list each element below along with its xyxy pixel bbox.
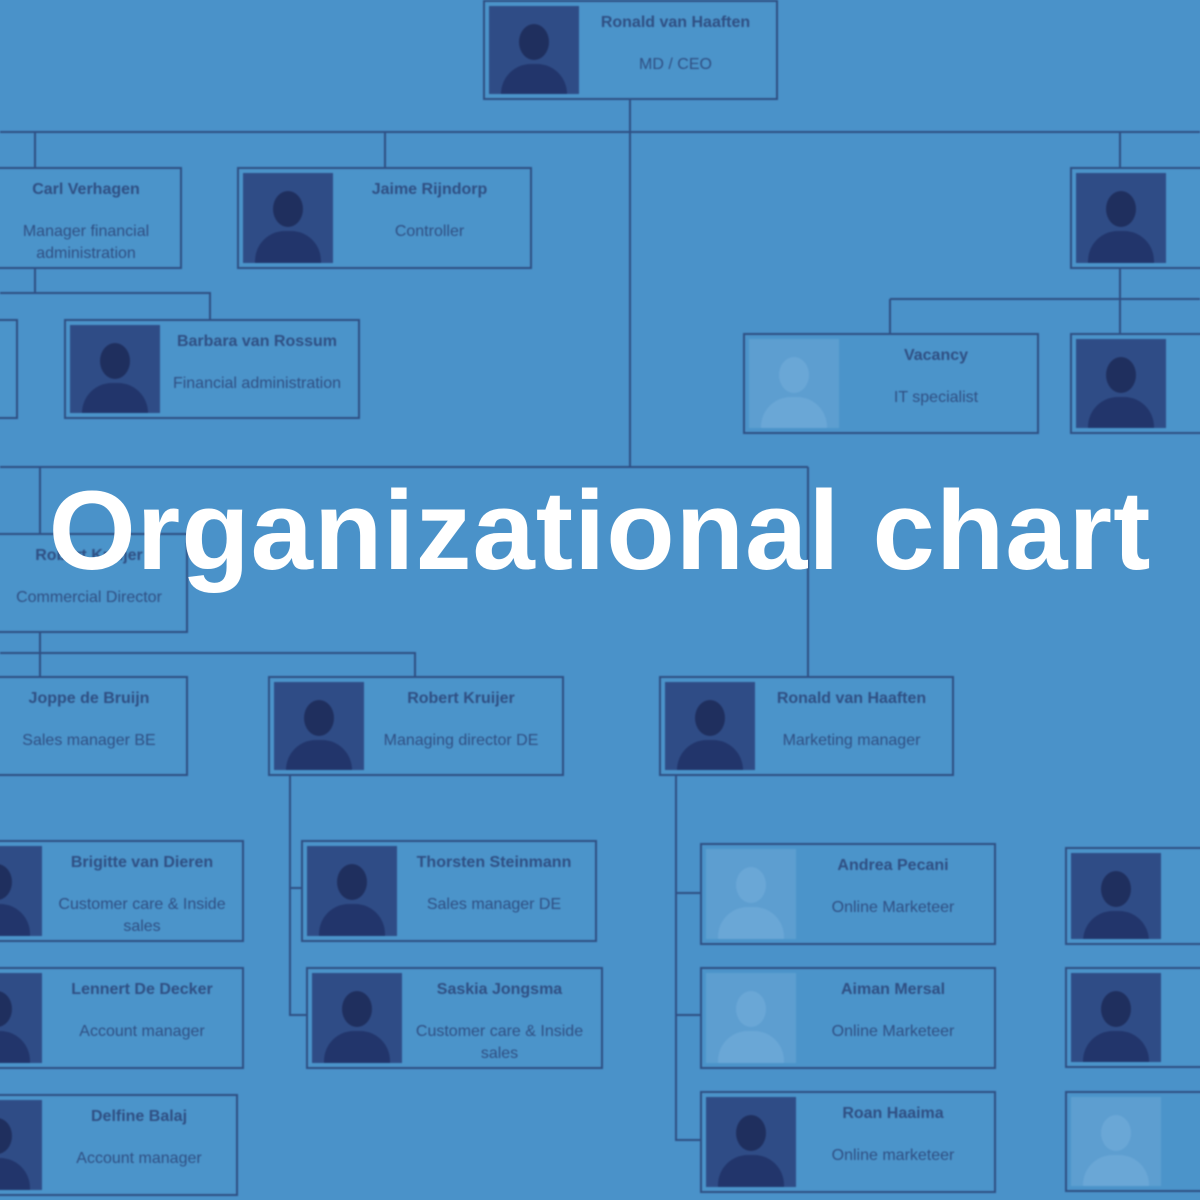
- photo: [706, 849, 796, 939]
- photo: [70, 325, 160, 413]
- node: Ronald van Haaften MD / CEO: [483, 0, 778, 100]
- node-text: Carl Verhagen Manager financial administr…: [2, 177, 170, 262]
- node-text: Robert Kruijer Managing director DE: [370, 686, 552, 768]
- node-name: Jaime Rijndorp: [371, 181, 488, 198]
- node: Lennert De Decker Account manager: [0, 967, 244, 1069]
- node-role: Controller: [394, 223, 465, 240]
- node-name: Barbara van Rossum: [176, 333, 338, 350]
- node-text: Brigitte van Dieren Customer care & Insid…: [52, 850, 232, 935]
- node-name: Saskia Jongsma: [436, 981, 563, 998]
- node-role: Account manager: [79, 1023, 205, 1040]
- node-name: Aiman Mersal: [840, 981, 946, 998]
- node-name: Roan Haaima: [842, 1105, 944, 1122]
- photo: [489, 6, 579, 94]
- photo: [312, 973, 402, 1063]
- node-role: Sales manager DE: [426, 896, 562, 913]
- photo: [665, 682, 755, 770]
- node-name: Lennert De Decker: [71, 981, 213, 998]
- node-role: Financial administration: [172, 375, 342, 392]
- node-name: Vacancy: [903, 347, 969, 364]
- node: Vacancy IT specialist: [743, 333, 1039, 434]
- node-text: Delfine Balaj Account manager: [52, 1104, 226, 1188]
- node: Delfine Balaj Account manager: [0, 1094, 238, 1196]
- node-partial: [1065, 967, 1200, 1068]
- node-role: Marketing manager: [782, 732, 921, 749]
- node-text: Ronald van Haaften MD / CEO: [585, 10, 766, 92]
- node: Ronald van Haaften Marketing manager: [659, 676, 954, 776]
- node-name: Delfine Balaj: [90, 1108, 188, 1125]
- node: Saskia Jongsma Customer care & Inside sal…: [306, 967, 603, 1069]
- node-name: Thorsten Steinmann: [416, 854, 572, 871]
- node-name: Ronald van Haaften: [600, 14, 751, 31]
- photo: [706, 1097, 796, 1187]
- node-role: Customer care & Inside sales: [58, 896, 226, 935]
- node-partial: [0, 319, 18, 419]
- node-name: Andrea Pecani: [837, 857, 949, 874]
- node-partial: [1065, 1091, 1200, 1192]
- photo: [307, 846, 397, 936]
- node: Jaime Rijndorp Controller: [237, 167, 532, 269]
- node-text: Joppe de Bruijn Sales manager BE: [2, 686, 176, 768]
- node: Carl Verhagen Manager financial administr…: [0, 167, 182, 269]
- node-text: Thorsten Steinmann Sales manager DE: [403, 850, 585, 934]
- node-role: Online Marketeer: [831, 899, 955, 916]
- node-name: Joppe de Bruijn: [28, 690, 150, 707]
- node: Robert Kruijer Commercial Director: [0, 533, 188, 633]
- node-role: Manager financial administration: [22, 223, 150, 262]
- photo: [0, 973, 42, 1063]
- node-name: Robert Kruijer: [35, 547, 143, 564]
- node-text: Barbara van Rossum Financial administrati…: [166, 329, 348, 411]
- node-role: Commercial Director: [16, 589, 162, 606]
- node-partial: [1065, 847, 1200, 945]
- title: Organizational chart: [48, 468, 1152, 593]
- node-role: IT specialist: [893, 389, 979, 406]
- node-partial: [1070, 333, 1200, 434]
- node-name: Robert Kruijer: [407, 690, 515, 707]
- node-text: Lennert De Decker Account manager: [52, 977, 232, 1061]
- photo: [749, 339, 839, 428]
- node-role: Online Marketeer: [831, 1023, 955, 1040]
- node: Aiman Mersal Online Marketeer: [700, 967, 996, 1069]
- photo: [243, 173, 333, 263]
- node-text: Andrea Pecani Online Marketeer: [802, 853, 984, 937]
- node: Brigitte van Dieren Customer care & Insid…: [0, 840, 244, 942]
- node-text: Robert Kruijer Commercial Director: [2, 543, 176, 625]
- node-text: Aiman Mersal Online Marketeer: [802, 977, 984, 1061]
- node: Roan Haaima Online marketeer: [700, 1091, 996, 1193]
- node-role: MD / CEO: [639, 56, 712, 73]
- node-text: Roan Haaima Online marketeer: [802, 1101, 984, 1185]
- node-text: Ronald van Haaften Marketing manager: [761, 686, 942, 768]
- node: Barbara van Rossum Financial administrati…: [64, 319, 360, 419]
- node-role: Sales manager BE: [22, 732, 156, 749]
- node-text: Vacancy IT specialist: [845, 343, 1027, 426]
- node-role: Online marketeer: [831, 1147, 955, 1164]
- photo: [706, 973, 796, 1063]
- node: Joppe de Bruijn Sales manager BE: [0, 676, 188, 776]
- node: Andrea Pecani Online Marketeer: [700, 843, 996, 945]
- node: Robert Kruijer Managing director DE: [268, 676, 564, 776]
- photo: [0, 846, 42, 936]
- photo: [274, 682, 364, 770]
- node: Thorsten Steinmann Sales manager DE: [301, 840, 597, 942]
- node-name: Carl Verhagen: [32, 181, 140, 198]
- node-name: Ronald van Haaften: [776, 690, 927, 707]
- photo: [0, 1100, 42, 1190]
- node-role: Customer care & Inside sales: [415, 1023, 584, 1062]
- node-text: Jaime Rijndorp Controller: [339, 177, 520, 261]
- node-text: Saskia Jongsma Customer care & Inside sal…: [408, 977, 591, 1062]
- node-partial: [1070, 167, 1200, 269]
- node-role: Managing director DE: [383, 732, 539, 749]
- node-name: Brigitte van Dieren: [70, 854, 214, 871]
- node-role: Account manager: [76, 1150, 202, 1167]
